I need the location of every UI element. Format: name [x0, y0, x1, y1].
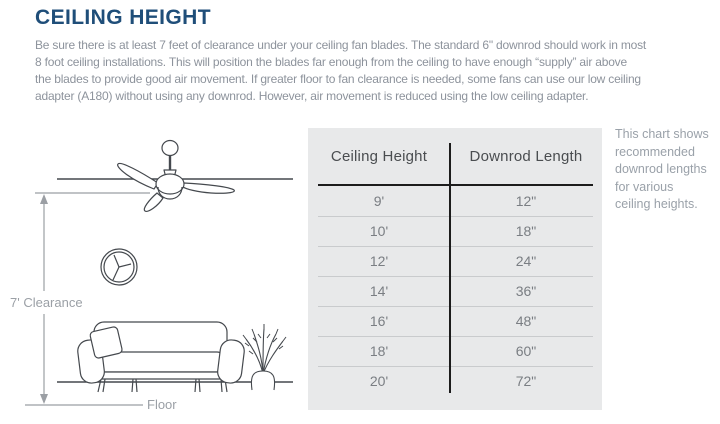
- intro-paragraph: Be sure there is at least 7 feet of clea…: [35, 37, 705, 105]
- intro-line: the blades to provide good air movement.…: [35, 72, 641, 86]
- downrod-table: Ceiling Height Downrod Length 9' 12" 10'…: [308, 128, 602, 410]
- downrod-length-value: 18": [515, 223, 537, 239]
- intro-line: 8 foot ceiling installations. This will …: [35, 55, 627, 69]
- ceiling-fan-icon: [117, 139, 235, 212]
- plant-icon: [242, 324, 287, 391]
- page-title: CEILING HEIGHT: [35, 6, 211, 29]
- clearance-dimension: [25, 192, 150, 406]
- table-column-divider: [449, 143, 451, 393]
- downrod-length-value: 12": [515, 193, 537, 209]
- chart-note-line: recommended: [615, 144, 695, 159]
- col-header-ceiling-height: Ceiling Height: [330, 147, 428, 165]
- table-row: 20' 72": [308, 366, 602, 396]
- ceiling-height-value: 16': [369, 313, 389, 329]
- chart-note: This chart shows recommended downrod len…: [615, 126, 717, 214]
- ceiling-height-value: 10': [369, 223, 389, 239]
- table-header-row: Ceiling Height Downrod Length: [308, 128, 602, 184]
- table-row: 16' 48": [308, 306, 602, 336]
- table-row: 12' 24": [308, 246, 602, 276]
- chart-note-line: for various: [615, 179, 674, 194]
- col-header-downrod-length: Downrod Length: [469, 147, 583, 165]
- downrod-length-value: 24": [515, 253, 537, 269]
- couch-icon: [77, 321, 245, 393]
- ceiling-height-value: 18': [369, 343, 389, 359]
- downrod-length-value: 36": [515, 283, 537, 299]
- ceiling-height-value: 20': [369, 373, 389, 389]
- ceiling-height-value: 9': [373, 193, 385, 209]
- ceiling-height-value: 14': [369, 283, 389, 299]
- downrod-length-value: 48": [515, 313, 537, 329]
- clearance-label: 7' Clearance: [8, 294, 85, 311]
- chart-note-line: This chart shows: [615, 127, 709, 141]
- intro-line: adapter (A180) without using any downrod…: [35, 89, 589, 103]
- table-row: 18' 60": [308, 336, 602, 366]
- table-row: 9' 12": [308, 186, 602, 216]
- intro-line: Be sure there is at least 7 feet of clea…: [35, 38, 647, 52]
- table-header-rule: [318, 184, 593, 186]
- room-illustration: [25, 139, 293, 406]
- table-row: 10' 18": [308, 216, 602, 246]
- downrod-length-value: 60": [515, 343, 537, 359]
- floor-label: Floor: [147, 397, 177, 412]
- table-row: 14' 36": [308, 276, 602, 306]
- chart-note-line: ceiling heights.: [615, 197, 698, 211]
- wall-clock-icon: [100, 248, 138, 286]
- table-body: 9' 12" 10' 18" 12' 24" 14' 36" 16' 48" 1…: [308, 186, 602, 396]
- chart-note-line: downrod lengths: [615, 162, 707, 176]
- ceiling-height-value: 12': [369, 253, 389, 269]
- downrod-length-value: 72": [515, 373, 537, 389]
